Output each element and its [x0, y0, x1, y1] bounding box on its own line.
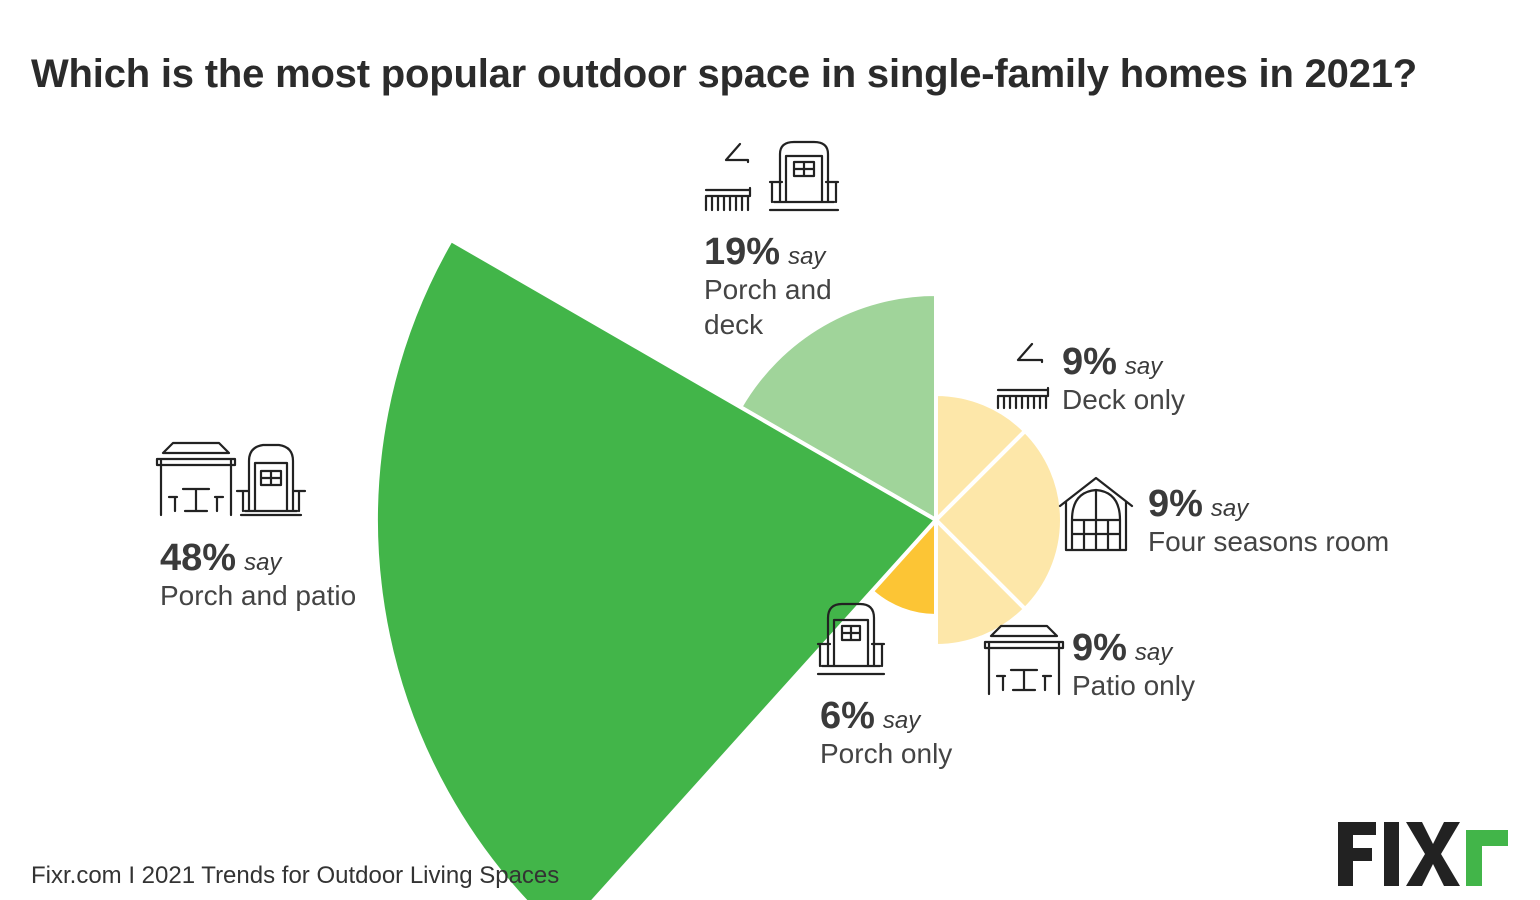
label-porch-and-deck: 19% say Porch and deck — [704, 232, 832, 342]
category-label: Porch only — [820, 738, 953, 769]
four-seasons-room-icon — [1058, 476, 1134, 552]
say-text: say — [1134, 639, 1173, 666]
category-label: Porch and patio — [160, 580, 357, 611]
label-deck-only: 9% say Deck only — [1062, 342, 1185, 417]
data-label: 9% — [1072, 627, 1127, 669]
porch-icon — [816, 602, 886, 676]
say-text: say — [1210, 495, 1249, 522]
gazebo-icon — [983, 624, 1065, 696]
say-text: say — [882, 707, 921, 734]
fixr-logo — [1338, 822, 1508, 886]
chart-icons — [155, 140, 1134, 696]
say-text: say — [1124, 353, 1163, 380]
slice-patio-only — [934, 515, 1028, 649]
chart-slices — [373, 237, 1065, 900]
category-label: Deck only — [1062, 384, 1185, 415]
label-four-seasons-room: 9% say Four seasons room — [1148, 484, 1389, 559]
category-label: Four seasons room — [1148, 526, 1390, 557]
data-label: 6% — [820, 695, 875, 737]
source-footer: Fixr.com I 2021 Trends for Outdoor Livin… — [31, 862, 560, 889]
data-label: 19% — [704, 231, 781, 273]
chart-title: Which is the most popular outdoor space … — [31, 52, 1418, 96]
data-label: 9% — [1062, 341, 1117, 383]
deck-and-porch-icon — [704, 140, 840, 212]
gazebo-and-porch-icon — [155, 441, 307, 517]
say-text: say — [788, 243, 826, 270]
category-label: Patio only — [1072, 670, 1195, 701]
slice-four-seasons-room — [933, 428, 1065, 612]
category-label: Porch and deck — [704, 274, 832, 340]
slice-deck-only — [934, 391, 1028, 525]
slice-porch-and-patio — [373, 237, 940, 900]
slice-porch-and-deck — [737, 291, 938, 524]
deck-icon — [996, 342, 1050, 410]
label-patio-only: 9% say Patio only — [1072, 628, 1195, 703]
label-porch-only: 6% say Porch only — [820, 696, 952, 771]
data-label: 9% — [1148, 483, 1203, 525]
label-porch-and-patio: 48% say Porch and patio — [160, 538, 356, 613]
data-label: 48% — [160, 537, 237, 579]
say-text: say — [244, 549, 282, 576]
